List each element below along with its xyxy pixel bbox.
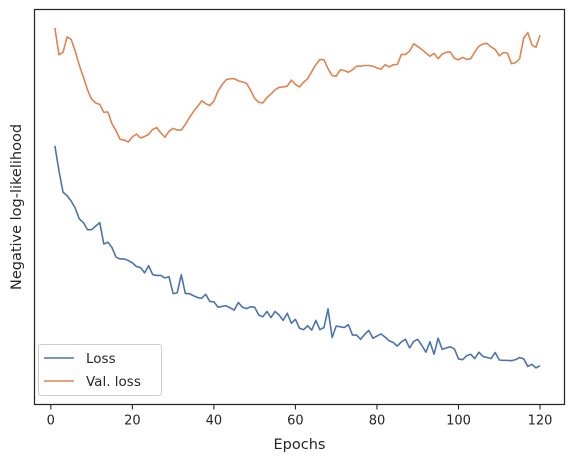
legend: Loss Val. loss xyxy=(38,344,162,396)
x-tick-label: 0 xyxy=(47,414,55,429)
series-line-loss xyxy=(54,145,541,369)
x-tick-label: 100 xyxy=(446,414,471,429)
plot-frame xyxy=(33,8,566,406)
x-tick-label: 60 xyxy=(287,414,304,429)
series-layer xyxy=(54,27,541,369)
x-tick-label: 20 xyxy=(124,414,141,429)
y-axis-label: Negative log-likelihood xyxy=(9,124,25,290)
x-axis-label: Epochs xyxy=(274,437,326,453)
x-axis-ticks: 0 20 40 60 80 100 120 xyxy=(47,404,553,429)
legend-label-loss: Loss xyxy=(86,351,116,367)
legend-label-val-loss: Val. loss xyxy=(86,374,141,390)
x-tick-label: 40 xyxy=(206,414,223,429)
series-line-val-loss xyxy=(54,27,541,143)
x-tick-label: 80 xyxy=(369,414,386,429)
x-tick-label: 120 xyxy=(528,414,553,429)
